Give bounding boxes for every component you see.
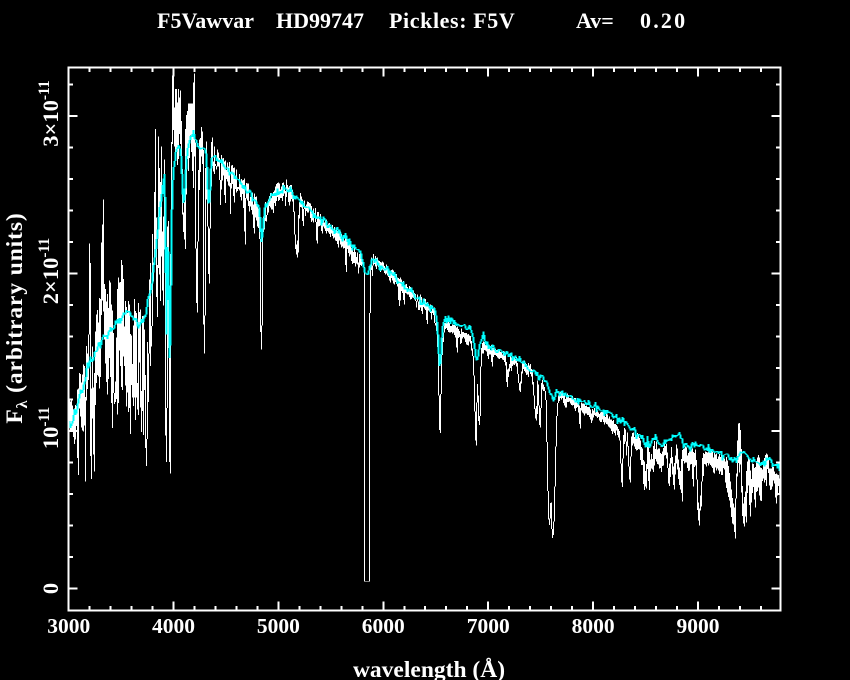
svg-text:F5Vawvar: F5Vawvar	[157, 8, 254, 33]
svg-text:HD99747: HD99747	[276, 8, 364, 33]
svg-text:6000: 6000	[362, 614, 405, 638]
svg-text:9000: 9000	[677, 614, 720, 638]
svg-text:Pickles: F5V: Pickles: F5V	[389, 8, 515, 33]
svg-text:3000: 3000	[47, 614, 90, 638]
svg-text:7000: 7000	[467, 614, 510, 638]
svg-text:0: 0	[38, 583, 63, 594]
svg-text:5000: 5000	[257, 614, 300, 638]
svg-text:8000: 8000	[572, 614, 615, 638]
svg-text:Fλ (arbitrary units): Fλ (arbitrary units)	[2, 212, 31, 423]
svg-text:Av=: Av=	[576, 8, 614, 33]
svg-text:4000: 4000	[152, 614, 195, 638]
svg-text:wavelength (Å): wavelength (Å)	[353, 657, 505, 680]
svg-text:0.20: 0.20	[640, 8, 687, 33]
